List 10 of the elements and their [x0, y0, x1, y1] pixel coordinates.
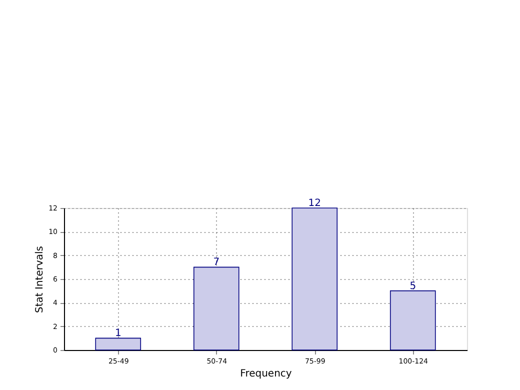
- y-axis-title: Stat Intervals: [34, 246, 46, 314]
- bar: [390, 290, 436, 350]
- data-label: 7: [213, 257, 220, 268]
- x-axis-title: Frequency: [240, 368, 292, 380]
- data-label: 5: [410, 280, 416, 292]
- bar: [95, 338, 142, 350]
- data-label: 12: [308, 198, 321, 209]
- bar: [292, 208, 338, 350]
- data-label: 1: [114, 328, 122, 340]
- bar: [193, 266, 240, 350]
